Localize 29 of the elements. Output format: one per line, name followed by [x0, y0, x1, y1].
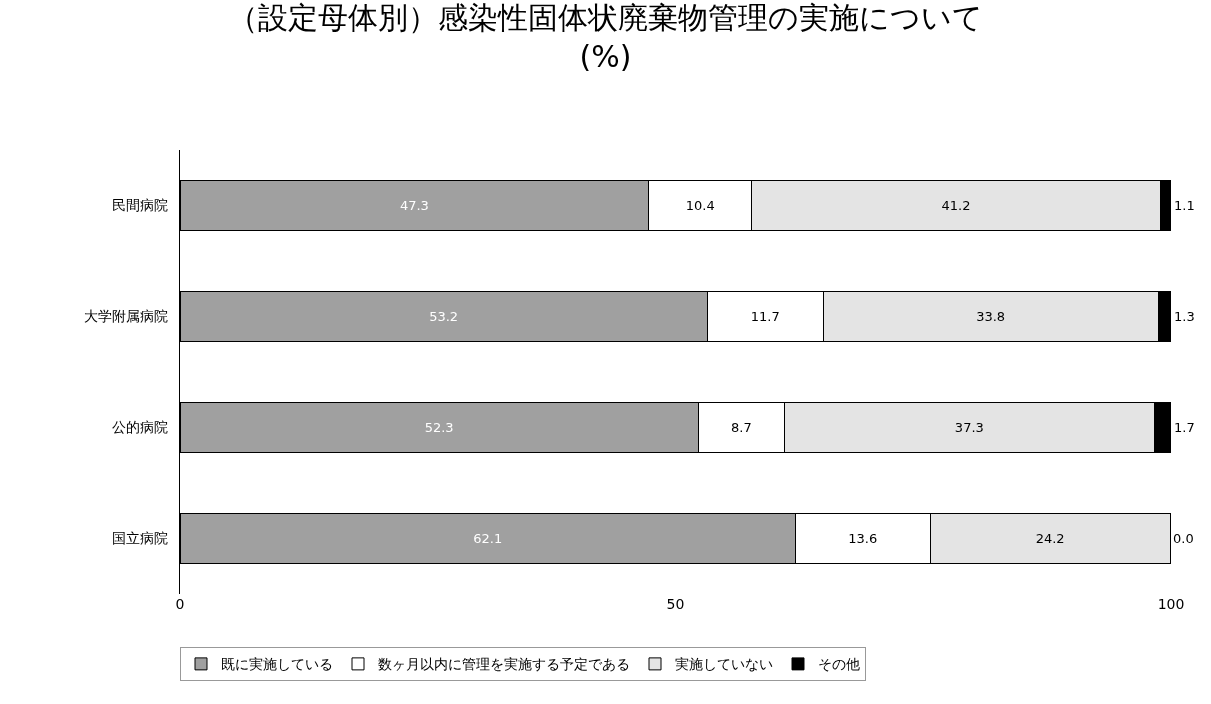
chart-title: （設定母体別）感染性固体状廃棄物管理の実施について: [228, 0, 983, 36]
x-tick-label: 100: [1157, 596, 1185, 612]
legend-label: 実施していない: [675, 656, 773, 673]
x-tick-label: 0: [175, 596, 185, 612]
x-tick-label: 50: [666, 596, 685, 612]
data-label: 62.1: [473, 531, 503, 547]
y-tick-label: 民間病院: [112, 197, 169, 214]
data-label: 41.2: [941, 198, 971, 213]
y-tick-label: 公的病院: [112, 419, 169, 436]
legend-label: その他: [818, 656, 860, 673]
data-label: 52.3: [424, 420, 454, 435]
legend-label: 数ヶ月以内に管理を実施する予定である: [378, 656, 630, 673]
data-label: 1.1: [1174, 198, 1195, 213]
chart-subtitle: (%): [579, 39, 632, 75]
data-label: 1.3: [1174, 309, 1195, 325]
data-label: 1.7: [1174, 420, 1195, 435]
legend-label: 既に実施している: [221, 656, 333, 673]
data-label: 53.2: [429, 309, 459, 325]
data-label: 37.3: [954, 420, 984, 435]
data-label: 11.7: [750, 309, 780, 325]
data-label: 0.0: [1173, 531, 1194, 547]
y-tick-label: 国立病院: [112, 530, 169, 547]
data-label: 8.7: [731, 420, 752, 435]
data-label: 13.6: [848, 531, 878, 547]
data-label: 24.2: [1035, 531, 1065, 547]
y-tick-label: 大学附属病院: [84, 308, 169, 325]
data-label: 33.8: [976, 309, 1006, 325]
data-label: 10.4: [685, 198, 715, 213]
data-label: 47.3: [399, 198, 429, 213]
